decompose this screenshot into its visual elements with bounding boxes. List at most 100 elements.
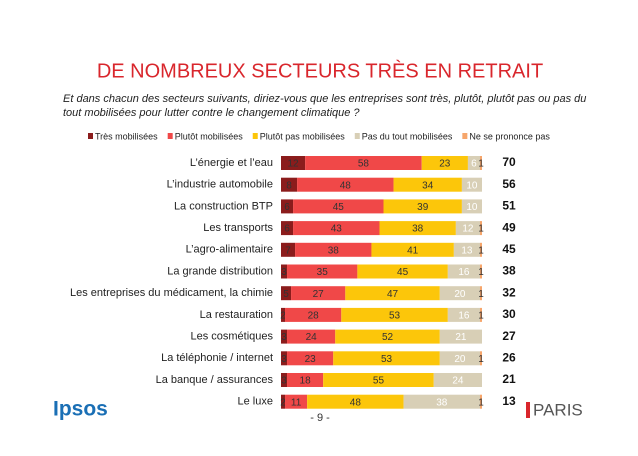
bar-segment [281,373,288,387]
bar-segment [447,264,480,279]
bar-segment [281,177,298,192]
category-label: Les entreprises du médicament, la chimie [70,287,273,299]
bar-segment [281,351,288,366]
value-label: 35 [317,267,329,278]
bar-segment [403,394,480,409]
bar-segment [281,307,286,322]
value-label: 39 [417,202,429,213]
legend-label: Plutôt pas mobilisées [260,131,346,141]
value-label: 2 [280,311,286,322]
legend-label: Ne se prononce pas [469,131,550,141]
bar-segment [281,329,288,344]
legend-label: Pas du tout mobilisées [362,131,453,141]
value-label: 55 [373,376,385,387]
value-label: 20 [454,354,466,365]
bar-segment [323,373,434,387]
value-label: 10 [466,202,478,213]
bar-segment [341,307,448,322]
bar-segment [371,242,454,257]
value-label: 5 [283,289,289,300]
category-label: Le luxe [238,396,273,408]
category-label: L’agro-alimentaire [186,244,273,256]
brand-logo: Ipsos [53,398,108,421]
bar-segment [335,329,440,344]
value-label: 52 [382,332,394,343]
total-label: 56 [502,177,516,191]
total-label: 49 [502,220,516,234]
bar-segment [285,394,308,409]
total-label: 21 [502,372,516,386]
total-label: 30 [502,307,516,321]
value-label: 45 [333,202,345,213]
total-label: 45 [502,242,516,256]
bar-segment [479,307,482,322]
bar-segment [461,199,482,214]
bar-segment [345,286,440,301]
bar-segment [293,221,380,236]
bar-segment [305,156,422,170]
value-label: 8 [286,180,292,191]
bar-segment [291,286,346,301]
value-label: 43 [331,224,343,235]
bar-segment [479,394,482,409]
bar-segment [379,221,456,236]
bar-segment [467,156,480,170]
value-label: 2 [280,397,286,408]
value-label: 58 [358,159,370,170]
bar-segment [479,286,482,301]
bar-segment [393,177,462,192]
bar-segment [479,221,482,236]
bar-segment [333,351,440,366]
legend-label: Plutôt mobilisées [175,131,244,141]
value-label: 41 [407,245,419,256]
title: DE NOMBREUX SECTEURS TRÈS EN RETRAIT [97,59,543,82]
bar-segment [287,329,336,344]
category-label: La construction BTP [174,200,273,212]
total-label: 13 [502,394,516,408]
bar-segment [287,264,358,279]
value-label: 48 [350,397,362,408]
bar-segment [383,199,462,214]
bar-segment [281,156,306,170]
bar-segment [281,221,294,236]
value-label: 11 [291,397,302,408]
logo-mark [526,402,530,418]
value-label: 38 [328,245,340,256]
bar-segment [281,286,292,301]
value-label: 53 [381,354,393,365]
value-label: 3 [281,376,287,387]
value-label: 1 [478,311,484,322]
value-label: 27 [313,289,325,300]
total-label: 70 [502,155,516,169]
total-label: 32 [502,285,516,299]
value-label: 16 [458,311,470,322]
legend-swatch [88,133,93,139]
bar-segment [453,242,480,257]
category-label: Les transports [203,222,273,234]
value-label: 24 [306,332,318,343]
bar-segment [297,177,394,192]
bar-segment [433,373,482,387]
bar-segment [479,156,482,170]
value-label: 53 [389,311,401,322]
value-label: 1 [478,267,484,278]
category-label: La téléphonie / internet [161,352,273,364]
city-logo: PARIS [533,400,583,419]
value-label: 10 [466,180,478,191]
value-label: 24 [452,376,464,387]
bar-segment [293,199,384,214]
value-label: 34 [422,180,434,191]
total-label: 38 [502,264,516,278]
value-label: 38 [412,224,424,235]
value-label: 12 [287,159,299,170]
bar-segment [439,351,480,366]
value-label: 48 [340,180,352,191]
bar-segment [281,199,294,214]
value-label: 3 [281,267,287,278]
value-label: 6 [471,159,477,170]
page-number: - 9 - [310,412,330,424]
value-label: 21 [455,332,467,343]
bar-segment [479,264,482,279]
bar-segment [287,373,324,387]
